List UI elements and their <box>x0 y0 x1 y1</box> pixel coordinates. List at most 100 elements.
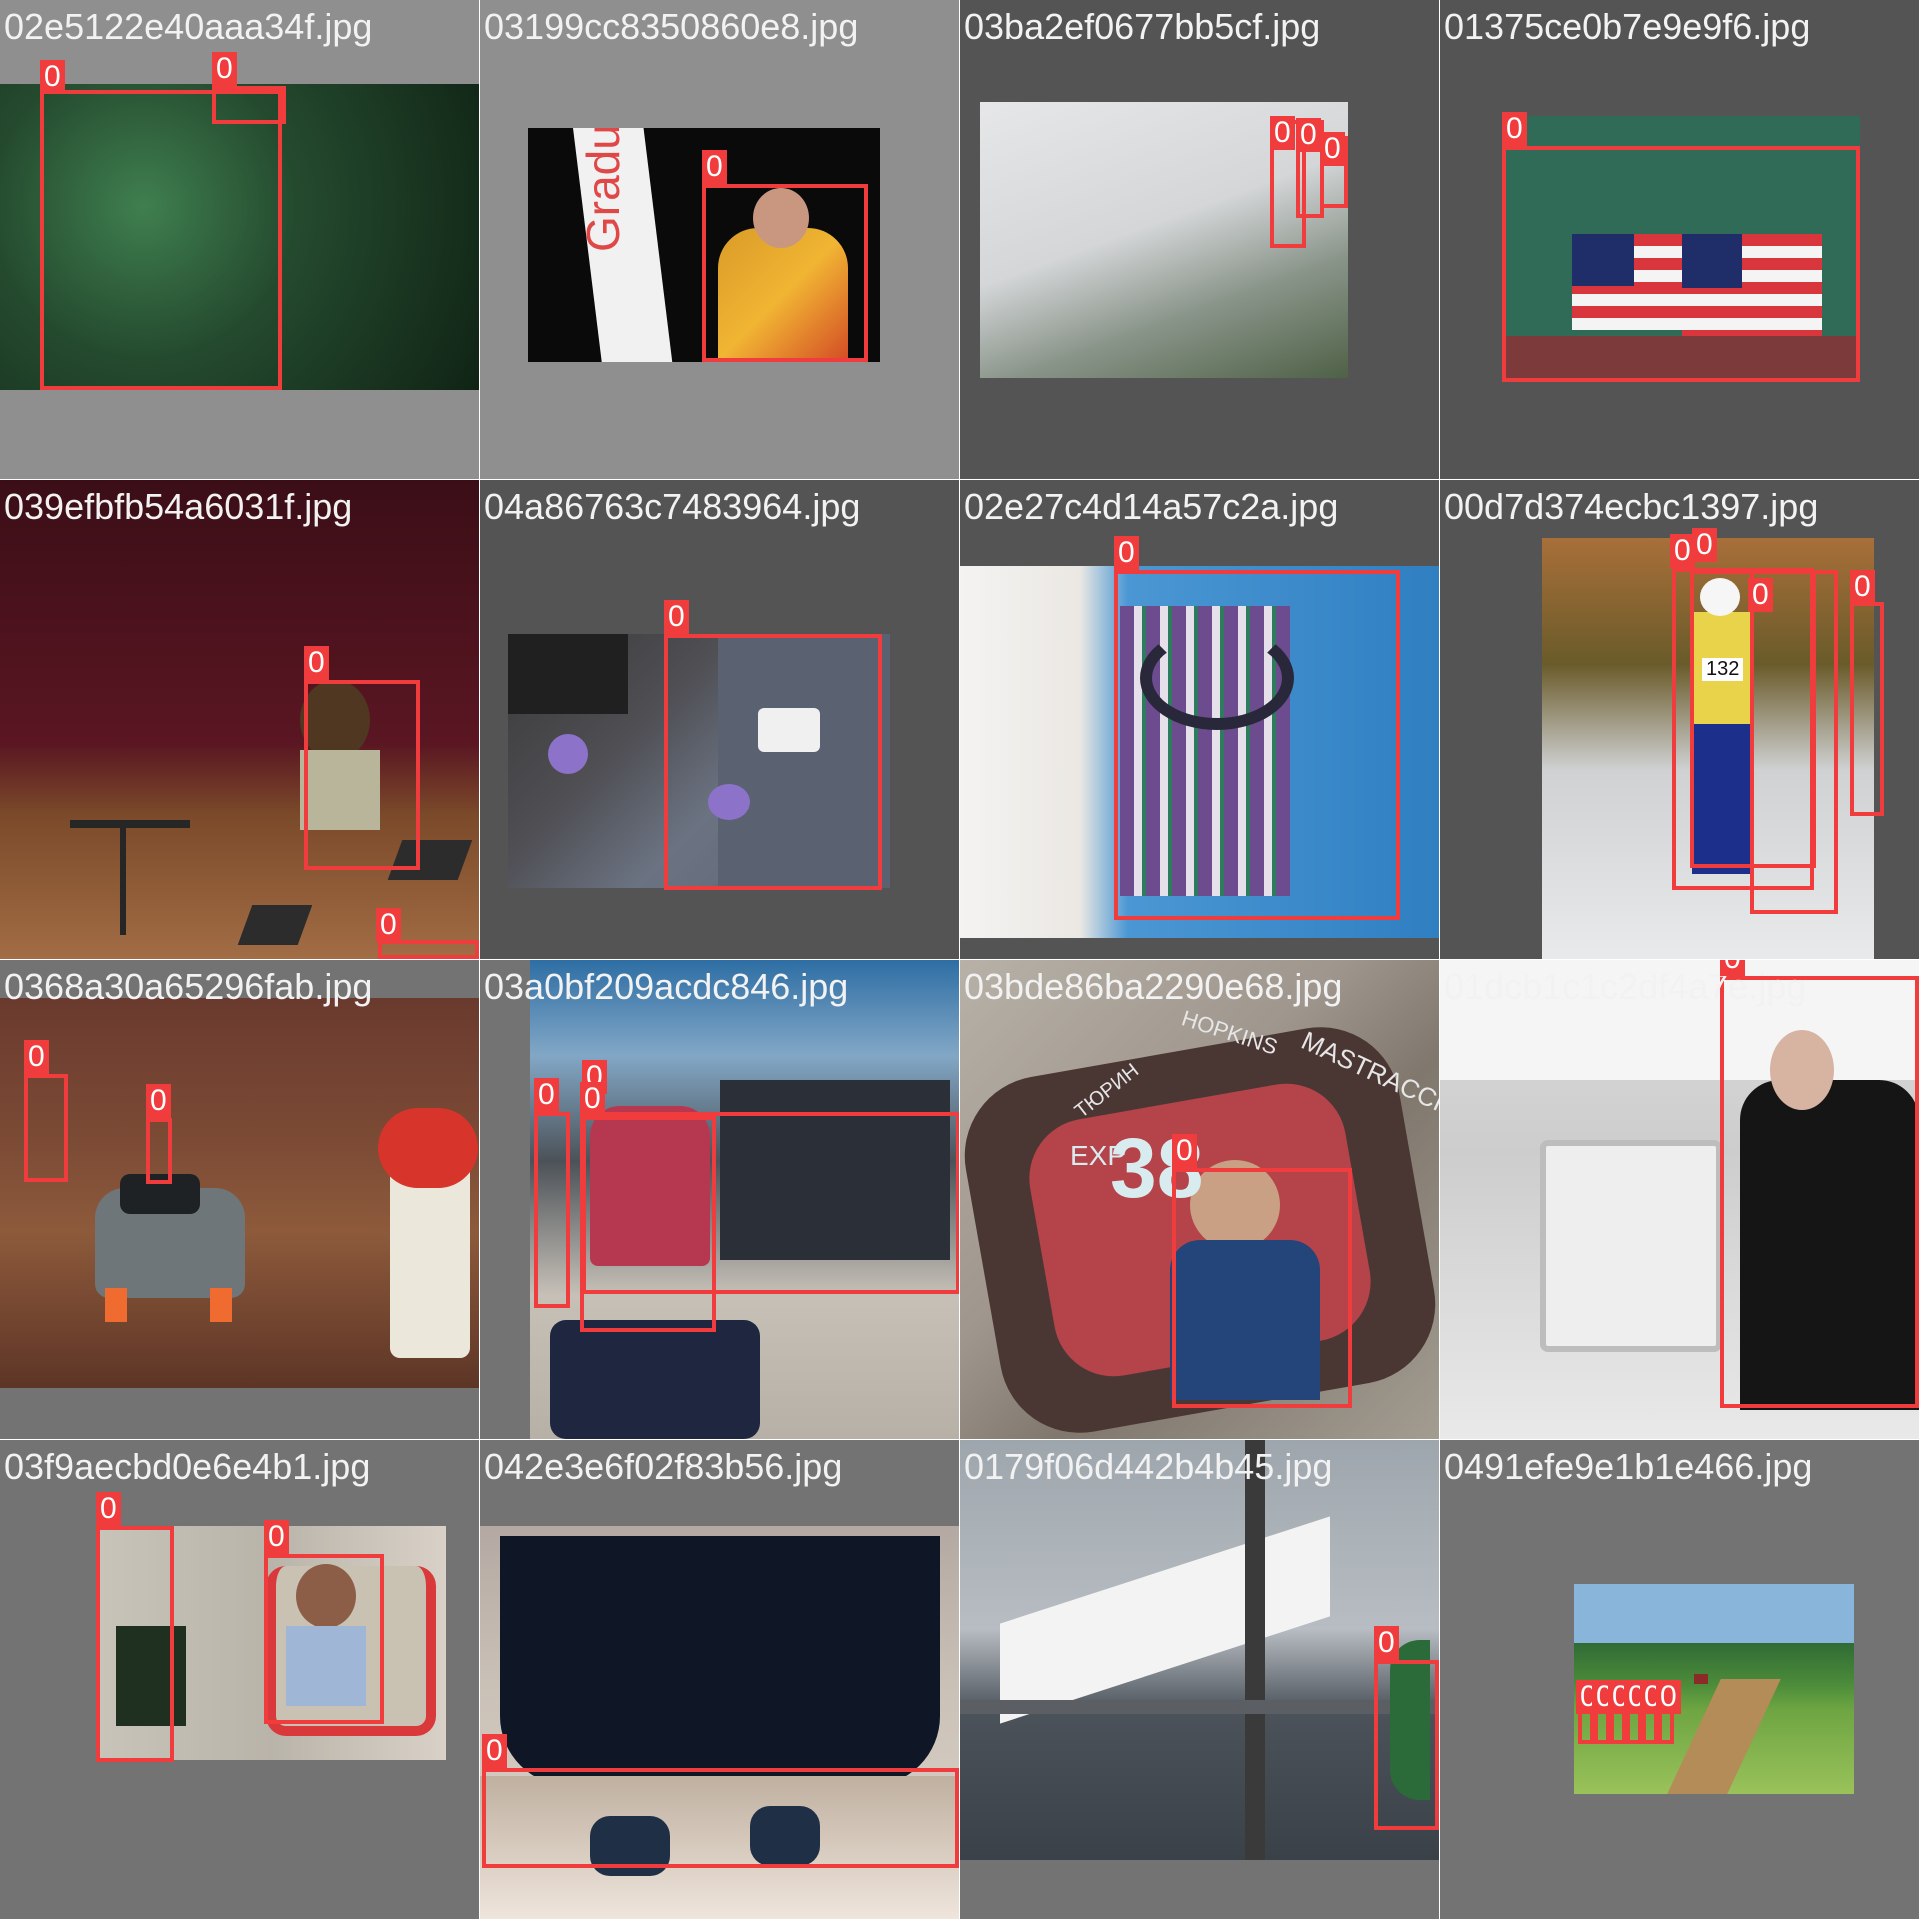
filename-label: 03a0bf209acdc846.jpg <box>484 966 849 1007</box>
filename-label: 0368a30a65296fab.jpg <box>4 966 373 1007</box>
box-label: 0 <box>1374 1626 1399 1660</box>
bounding-box <box>264 1554 384 1724</box>
photo-thumbnail <box>1502 116 1860 380</box>
tile[interactable]: 0 02e27c4d14a57c2a.jpg <box>960 480 1439 959</box>
photo-thumbnail <box>530 960 959 1439</box>
bounding-box <box>1626 1710 1642 1744</box>
tile[interactable]: 0 0 0 0 0 0 0491efe9e1b1e466.jpg <box>1440 1440 1919 1919</box>
bounding-box <box>580 1116 716 1332</box>
bounding-box <box>702 184 868 362</box>
box-label: 0 <box>40 60 65 94</box>
tile[interactable]: 0 0 03f9aecbd0e6e4b1.jpg <box>0 1440 479 1919</box>
photo-thumbnail <box>0 84 479 390</box>
bounding-box <box>304 680 420 870</box>
bounding-box <box>1610 1710 1626 1744</box>
bounding-box <box>146 1118 172 1184</box>
bounding-box <box>1750 570 1838 914</box>
bounding-box <box>534 1112 570 1308</box>
box-label: 0 <box>212 52 237 86</box>
tile[interactable]: 0 0 0 03a0bf209acdc846.jpg <box>480 960 959 1439</box>
box-label: 0 <box>1748 578 1773 612</box>
filename-label: 00d7d374ecbc1397.jpg <box>1444 486 1819 527</box>
filename-label: 0179f06d442b4b45.jpg <box>964 1446 1333 1487</box>
box-label: 0 <box>1172 1134 1197 1168</box>
tile[interactable]: 0 042e3e6f02f83b56.jpg <box>480 1440 959 1919</box>
bounding-box <box>24 1074 68 1182</box>
tile[interactable]: 0 01dcb1c1c2df4a7e.jpg <box>1440 960 1919 1439</box>
tile[interactable]: 0 0 0 03ba2ef0677bb5cf.jpg <box>960 0 1439 479</box>
bounding-box <box>40 90 282 390</box>
tile[interactable]: 0 0 02e5122e40aaa34f.jpg <box>0 0 479 479</box>
filename-label: 0491efe9e1b1e466.jpg <box>1444 1446 1813 1487</box>
box-label: 0 <box>146 1084 171 1118</box>
bounding-box <box>1114 570 1400 920</box>
photo-thumbnail <box>960 566 1439 938</box>
photo-thumbnail: 132 <box>1542 538 1874 959</box>
filename-label: 042e3e6f02f83b56.jpg <box>484 1446 843 1487</box>
filename-label: 03f9aecbd0e6e4b1.jpg <box>4 1446 371 1487</box>
photo-thumbnail: HOPKINS MASTRACCHI TЮРИН EXP 38 <box>960 960 1439 1439</box>
bib-number: 132 <box>1702 658 1744 681</box>
patch-text-4: EXP <box>1070 1140 1127 1171</box>
bounding-box <box>1850 602 1884 816</box>
filename-label: 03bde86ba2290e68.jpg <box>964 966 1343 1007</box>
tile[interactable]: 0 0 039efbfb54a6031f.jpg <box>0 480 479 959</box>
box-label: 0 <box>1692 528 1717 562</box>
bounding-box <box>96 1526 174 1762</box>
box-label: 0 <box>1320 132 1345 166</box>
tile[interactable]: 0 0179f06d442b4b45.jpg <box>960 1440 1439 1919</box>
bounding-box <box>1578 1710 1594 1744</box>
bounding-box <box>1658 1710 1674 1744</box>
box-label: 0 <box>1270 116 1295 150</box>
box-label: 0 <box>96 1492 121 1526</box>
tile[interactable]: Graduati 0 03199cc8350860e8.jpg <box>480 0 959 479</box>
tile[interactable]: 132 0 0 0 0 00d7d374ecbc1397.jpg <box>1440 480 1919 959</box>
box-label: 0 <box>1656 1680 1681 1714</box>
bounding-box <box>212 86 286 124</box>
box-label: 0 <box>24 1040 49 1074</box>
photo-thumbnail <box>480 1526 959 1919</box>
filename-label: 01375ce0b7e9e9f6.jpg <box>1444 6 1811 47</box>
bounding-box <box>1172 1168 1352 1408</box>
banner-text: Graduati <box>577 128 629 252</box>
filename-label: 03199cc8350860e8.jpg <box>484 6 859 47</box>
photo-thumbnail <box>960 1440 1439 1860</box>
bounding-box <box>1642 1710 1658 1744</box>
box-label: 0 <box>1114 536 1139 570</box>
photo-thumbnail <box>0 480 479 959</box>
filename-label: 02e27c4d14a57c2a.jpg <box>964 486 1339 527</box>
box-label: 0 <box>664 600 689 634</box>
tile[interactable]: 0 01375ce0b7e9e9f6.jpg <box>1440 0 1919 479</box>
box-label: 0 <box>1296 118 1321 152</box>
box-label: 0 <box>1502 112 1527 146</box>
box-label: 0 <box>702 150 727 184</box>
tile[interactable]: HOPKINS MASTRACCHI TЮРИН EXP 38 0 03bde8… <box>960 960 1439 1439</box>
photo-thumbnail <box>0 998 479 1388</box>
bounding-box <box>1720 976 1919 1408</box>
box-label: 0 <box>1670 534 1695 568</box>
photo-thumbnail <box>1440 960 1919 1439</box>
box-label: 0 <box>376 908 401 942</box>
filename-label: 04a86763c7483964.jpg <box>484 486 861 527</box>
bounding-box <box>378 940 479 959</box>
bounding-box <box>482 1768 959 1868</box>
box-label: 0 <box>1850 570 1875 604</box>
box-label: 0 <box>534 1078 559 1112</box>
filename-label: 039efbfb54a6031f.jpg <box>4 486 353 527</box>
box-label: 0 <box>482 1734 507 1768</box>
box-label: 0 <box>580 1082 605 1116</box>
filename-label: 01dcb1c1c2df4a7e.jpg <box>1444 966 1807 1007</box>
filename-label: 02e5122e40aaa34f.jpg <box>4 6 373 47</box>
tile[interactable]: 0 0 0368a30a65296fab.jpg <box>0 960 479 1439</box>
box-label: 0 <box>304 646 329 680</box>
bounding-box <box>1502 146 1860 382</box>
bounding-box <box>1374 1660 1439 1830</box>
photo-thumbnail <box>508 634 890 888</box>
bounding-box <box>582 1112 959 1294</box>
box-label: 0 <box>264 1520 289 1554</box>
bounding-box <box>1594 1710 1610 1744</box>
box-label: 0 <box>1720 960 1745 976</box>
tile[interactable]: 0 04a86763c7483964.jpg <box>480 480 959 959</box>
bounding-box <box>664 634 882 890</box>
